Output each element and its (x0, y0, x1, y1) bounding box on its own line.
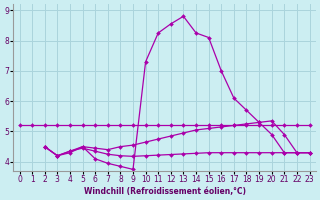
X-axis label: Windchill (Refroidissement éolien,°C): Windchill (Refroidissement éolien,°C) (84, 187, 245, 196)
